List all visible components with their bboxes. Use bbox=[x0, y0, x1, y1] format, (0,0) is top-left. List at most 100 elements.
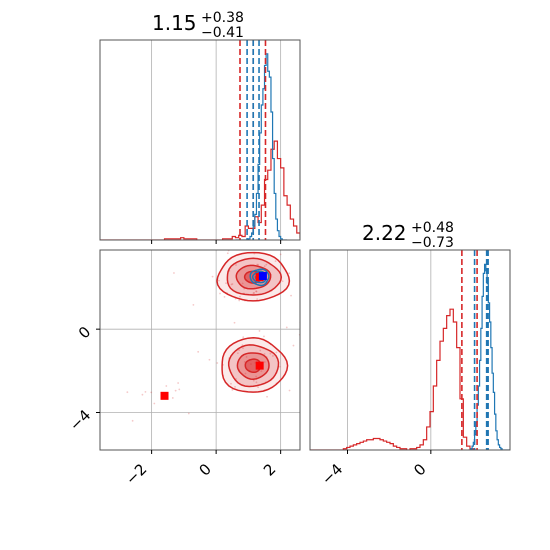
contour-red bbox=[236, 352, 270, 381]
sample-point bbox=[234, 386, 236, 388]
sample-point bbox=[173, 272, 175, 274]
sample-point bbox=[263, 265, 266, 268]
title-param1-value: 1.15 bbox=[152, 11, 197, 35]
title-param1: 1.15 +0.38 −0.41 bbox=[152, 10, 244, 41]
axes-frame bbox=[99, 39, 301, 241]
sample-point bbox=[230, 283, 233, 286]
sample-point bbox=[272, 355, 274, 357]
title-param1-upper: +0.38 bbox=[201, 10, 244, 26]
hist-red-step bbox=[310, 308, 477, 450]
title-param2-lower: −0.73 bbox=[411, 235, 454, 251]
sample-point bbox=[253, 292, 256, 294]
y-tick-label: −4 bbox=[66, 406, 94, 434]
sample-point bbox=[231, 283, 234, 285]
sample-point bbox=[306, 354, 308, 356]
sample-point bbox=[272, 240, 274, 242]
sample-point bbox=[255, 381, 258, 384]
sample-point bbox=[241, 344, 244, 346]
sample-point bbox=[281, 280, 284, 283]
sample-point bbox=[255, 290, 258, 293]
sample-point bbox=[223, 295, 226, 298]
sample-point bbox=[165, 385, 168, 387]
sample-point bbox=[238, 299, 241, 302]
x-tick-label: 0 bbox=[410, 460, 429, 479]
sample-point bbox=[245, 356, 248, 358]
title-param2-upper: +0.48 bbox=[411, 220, 454, 236]
sample-point bbox=[259, 349, 262, 352]
truth-marker-blue bbox=[258, 272, 267, 281]
sample-point bbox=[288, 272, 291, 275]
sample-point bbox=[305, 292, 307, 294]
sample-point bbox=[255, 290, 258, 293]
sample-point bbox=[233, 321, 236, 324]
sample-point bbox=[235, 264, 237, 266]
hist-blue-step bbox=[468, 263, 510, 450]
sample-point bbox=[252, 292, 255, 295]
axes-frame bbox=[309, 249, 511, 451]
sample-point bbox=[153, 402, 156, 405]
sample-point bbox=[292, 344, 295, 347]
y-tick-label: 0 bbox=[75, 323, 94, 342]
sample-point bbox=[265, 263, 268, 266]
sample-point bbox=[290, 294, 292, 297]
sample-point bbox=[274, 260, 277, 262]
sample-point bbox=[171, 397, 174, 399]
sample-point bbox=[263, 353, 266, 355]
x-tick-label: −2 bbox=[122, 460, 150, 488]
sample-point bbox=[255, 375, 258, 378]
hist-red-step bbox=[100, 140, 300, 240]
sample-point bbox=[258, 330, 261, 332]
sample-point bbox=[192, 304, 195, 306]
sample-point bbox=[242, 336, 245, 339]
hist-panel-param2: −4 0 bbox=[309, 249, 511, 488]
sample-point bbox=[257, 386, 260, 389]
sample-point bbox=[219, 292, 221, 295]
sample-point bbox=[244, 372, 247, 375]
sample-point bbox=[238, 349, 241, 351]
sample-point bbox=[263, 335, 265, 338]
sample-point bbox=[150, 391, 153, 394]
contour-red bbox=[227, 344, 280, 388]
x-tick-label: 0 bbox=[195, 460, 214, 479]
sample-point bbox=[266, 395, 268, 398]
sample-point bbox=[144, 390, 147, 393]
sample-point bbox=[225, 282, 227, 285]
title-param2-value: 2.22 bbox=[362, 221, 407, 245]
title-param2: 2.22 +0.48 −0.73 bbox=[362, 220, 454, 251]
hist-panel-param1 bbox=[99, 39, 301, 244]
sample-point bbox=[285, 326, 288, 329]
sample-point bbox=[141, 393, 144, 396]
sample-point bbox=[306, 267, 308, 269]
sample-point bbox=[208, 358, 211, 361]
sample-point bbox=[256, 298, 259, 301]
sample-point bbox=[211, 275, 214, 278]
sample-point bbox=[177, 382, 180, 384]
truth-marker-red bbox=[160, 391, 169, 400]
sample-point bbox=[252, 379, 255, 382]
sample-point bbox=[216, 362, 219, 364]
sample-point bbox=[218, 279, 220, 282]
hist-blue-step bbox=[235, 53, 288, 240]
sample-point bbox=[174, 389, 177, 392]
sample-point bbox=[243, 361, 246, 363]
sample-point bbox=[236, 352, 239, 355]
sample-point bbox=[226, 252, 229, 255]
x-tick-label: −4 bbox=[318, 460, 346, 488]
sample-point bbox=[263, 361, 266, 363]
sample-point bbox=[239, 295, 241, 298]
sample-point bbox=[231, 389, 234, 391]
x-tick-label: 2 bbox=[260, 460, 279, 479]
sample-point bbox=[230, 382, 232, 385]
sample-point bbox=[256, 263, 259, 266]
sample-point bbox=[250, 363, 252, 365]
sample-point bbox=[187, 412, 190, 415]
truth-marker-red bbox=[255, 361, 264, 370]
sample-point bbox=[260, 370, 263, 373]
title-param1-lower: −0.41 bbox=[201, 25, 244, 41]
contour-blue bbox=[249, 268, 270, 287]
sample-point bbox=[277, 238, 279, 240]
sample-point bbox=[178, 388, 181, 391]
sample-point bbox=[302, 276, 304, 278]
sample-point bbox=[278, 365, 281, 368]
